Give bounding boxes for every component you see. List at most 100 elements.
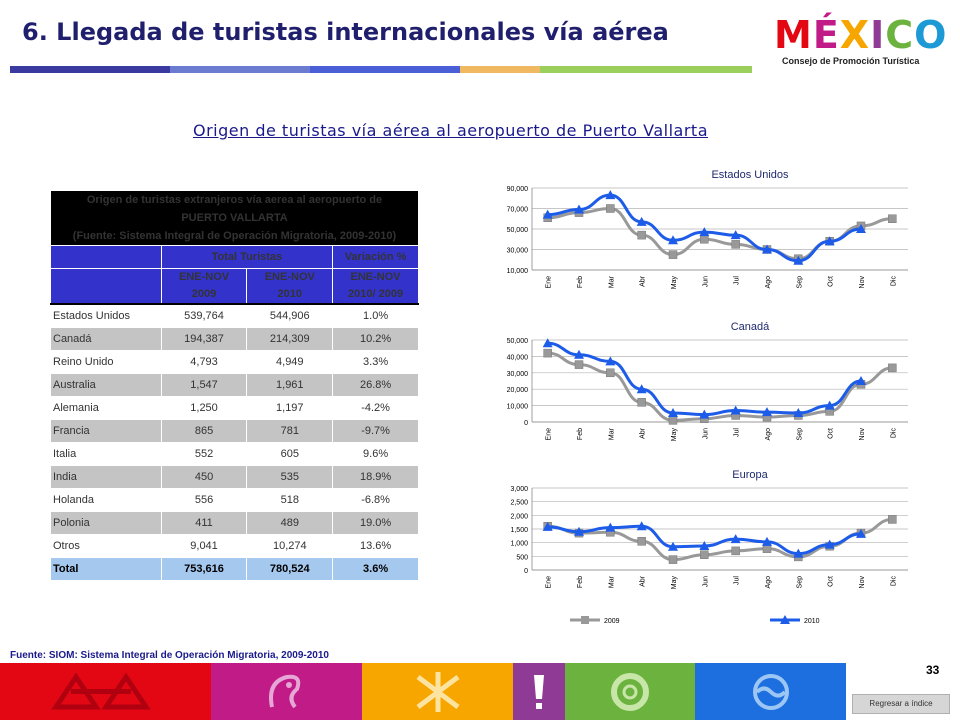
x-tick-label: Sep xyxy=(796,576,803,589)
row-variation: 19.0% xyxy=(332,510,419,535)
y-tick-label: 3,000 xyxy=(510,486,528,493)
legend-label: 2010 xyxy=(804,618,820,625)
data-point-2009 xyxy=(606,204,615,213)
table-row: Otros 9,041 10,274 13.6% xyxy=(50,533,419,558)
data-point-2009 xyxy=(543,348,552,358)
y-tick-label: 0 xyxy=(524,568,528,575)
row-variation: 3.3% xyxy=(332,349,419,374)
data-point-2010 xyxy=(542,521,553,531)
row-country: Alemania xyxy=(50,395,162,420)
x-tick-label: Jul xyxy=(734,576,741,585)
y-tick-label: 30,000 xyxy=(507,371,529,378)
x-tick-label: Abr xyxy=(640,275,647,287)
y-tick-label: 10,000 xyxy=(507,404,529,411)
row-2009: 4,793 xyxy=(160,349,248,374)
row-2010: 1,197 xyxy=(246,395,334,420)
footer-color-bar xyxy=(0,663,846,720)
chart-estados-unidos: Estados Unidos 10,000 30,000 50,000 70,000 90… xyxy=(507,169,908,289)
data-point-2010 xyxy=(824,236,835,246)
data-point-2010 xyxy=(542,209,553,219)
row-variation: 9.6% xyxy=(332,441,419,466)
col-header-2009: ENE-NOV 2009 xyxy=(160,268,248,305)
row-variation: 18.9% xyxy=(332,464,419,489)
y-tick-label: 50,000 xyxy=(507,338,529,345)
table-row: Reino Unido 4,793 4,949 3.3% xyxy=(50,349,419,374)
table-row: Australia 1,547 1,961 26.8% xyxy=(50,372,419,397)
x-tick-label: Ago xyxy=(765,276,772,289)
table-row: Italia 552 605 9.6% xyxy=(50,441,419,466)
source-note: Fuente: SIOM: Sistema Integral de Operac… xyxy=(10,650,329,661)
legend-marker-2010 xyxy=(780,615,790,624)
x-tick-label: Nov xyxy=(859,576,866,589)
x-tick-label: Ago xyxy=(765,576,772,589)
data-point-2010 xyxy=(605,356,616,366)
row-country: Italia xyxy=(50,441,162,466)
row-2010: 489 xyxy=(246,510,334,535)
row-2010: 605 xyxy=(246,441,334,466)
bird-glyph-icon xyxy=(268,674,300,708)
col-header-var-line2: 2010/ 2009 xyxy=(348,288,404,300)
y-tick-label: 2,000 xyxy=(510,513,528,520)
row-variation: -4.2% xyxy=(332,395,419,420)
legend-label: 2009 xyxy=(604,618,620,625)
row-variation: 10.2% xyxy=(332,326,419,351)
wave-glyph-icon xyxy=(752,673,789,710)
row-country: Francia xyxy=(50,418,162,443)
row-2010: 544,906 xyxy=(246,303,334,328)
x-tick-label: Ene xyxy=(546,276,553,289)
col-header-2010-line2: 2010 xyxy=(277,288,303,300)
col-header-2009-line2: 2009 xyxy=(191,288,217,300)
pyramid-glyph-icon xyxy=(50,671,151,709)
col-header-2010-line1: ENE-NOV xyxy=(264,271,315,283)
x-tick-label: Ene xyxy=(546,576,553,589)
back-to-index-button[interactable]: Regresar a índice xyxy=(852,694,950,714)
col-header-var-line1: ENE-NOV xyxy=(350,271,401,283)
data-point-2009 xyxy=(700,235,709,244)
data-point-2010 xyxy=(574,204,584,214)
row-country: Reino Unido xyxy=(50,349,162,374)
x-tick-label: Mar xyxy=(608,275,615,288)
page-title: 6. Llegada de turistas internacionales v… xyxy=(22,18,669,46)
sun-glyph-icon xyxy=(416,671,459,712)
row-2009: 9,041 xyxy=(160,533,248,558)
chart-title: Canadá xyxy=(731,321,770,333)
table-row: Francia 865 781 -9.7% xyxy=(50,418,419,443)
table-title-line2: PUERTO VALLARTA xyxy=(181,212,288,224)
y-tick-label: 500 xyxy=(516,554,528,561)
row-2010: 1,961 xyxy=(246,372,334,397)
y-tick-label: 50,000 xyxy=(507,227,529,234)
data-point-2009 xyxy=(637,537,646,546)
total-variation: 3.6% xyxy=(332,556,419,581)
x-tick-label: Sep xyxy=(796,276,803,289)
y-tick-label: 90,000 xyxy=(507,186,529,193)
x-tick-label: Nov xyxy=(859,428,866,441)
data-point-2010 xyxy=(824,400,835,410)
data-point-2010 xyxy=(856,224,866,233)
table-row: Estados Unidos 539,764 544,906 1.0% xyxy=(50,303,419,328)
data-point-2010 xyxy=(668,541,678,551)
x-tick-label: Oct xyxy=(828,576,835,587)
chart-title: Europa xyxy=(732,469,768,481)
x-tick-label: Oct xyxy=(828,428,835,439)
y-tick-label: 0 xyxy=(524,420,528,427)
data-point-2010 xyxy=(542,338,553,348)
row-2009: 194,387 xyxy=(160,326,248,351)
row-2009: 556 xyxy=(160,487,248,512)
row-variation: 13.6% xyxy=(332,533,419,558)
data-point-2010 xyxy=(668,407,678,417)
totem-glyph-icon xyxy=(534,674,544,709)
x-tick-label: May xyxy=(671,576,678,590)
logo-wordmark: MÉXICO xyxy=(774,13,948,57)
x-tick-label: Mar xyxy=(608,575,615,588)
x-tick-label: Abr xyxy=(640,427,647,439)
data-point-2010 xyxy=(605,190,616,200)
row-2009: 865 xyxy=(160,418,248,443)
section-subtitle: Origen de turistas vía aérea al aeropuer… xyxy=(193,121,709,140)
data-point-2010 xyxy=(699,227,710,237)
data-point-2009 xyxy=(888,515,897,524)
data-point-2010 xyxy=(574,349,584,359)
data-point-2010 xyxy=(668,235,678,245)
table-row: Alemania 1,250 1,197 -4.2% xyxy=(50,395,419,420)
y-tick-label: 40,000 xyxy=(507,354,529,361)
x-tick-label: Feb xyxy=(577,576,584,588)
